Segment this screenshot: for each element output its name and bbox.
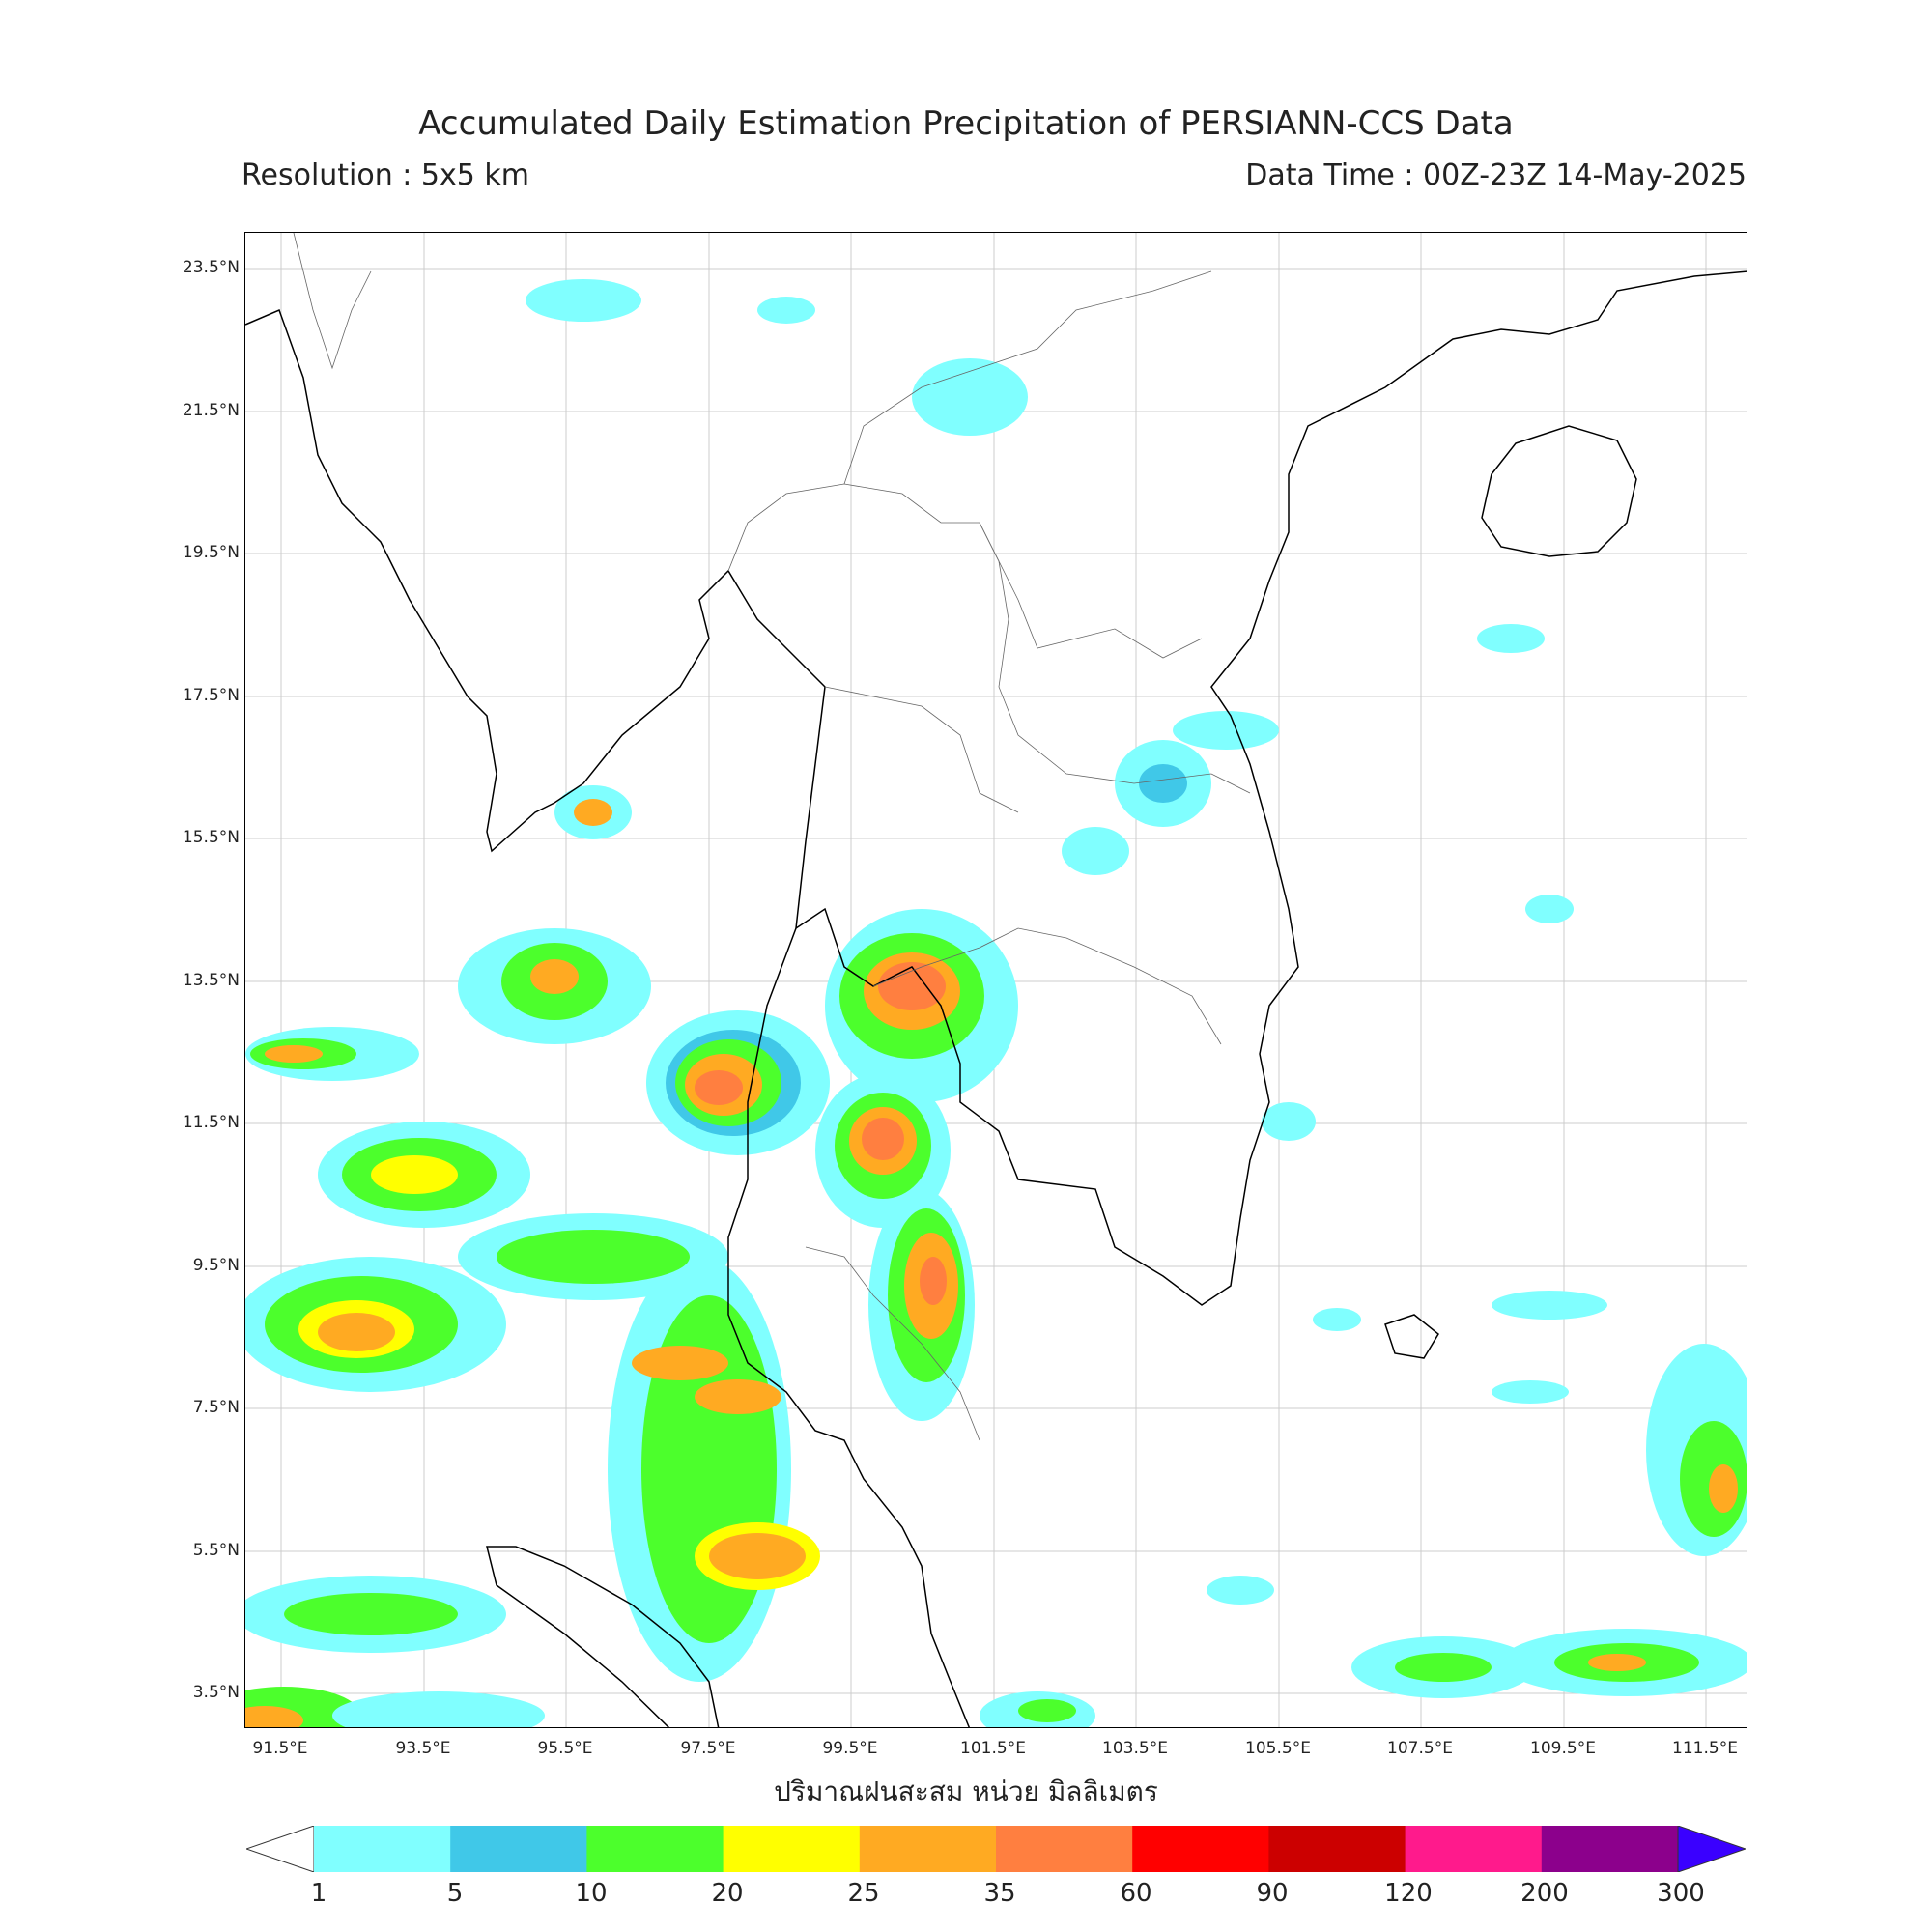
- lon-tick: 93.5°E: [395, 1739, 451, 1758]
- lat-tick: 3.5°N: [192, 1683, 240, 1702]
- colorbar-level: 25: [847, 1879, 880, 1908]
- precipitation-map[interactable]: [244, 232, 1747, 1728]
- colorbar-level: 20: [711, 1879, 744, 1908]
- lon-tick: 107.5°E: [1387, 1739, 1453, 1758]
- lon-tick: 97.5°E: [680, 1739, 736, 1758]
- lon-tick: 91.5°E: [252, 1739, 308, 1758]
- colorbar-level: 300: [1657, 1879, 1705, 1908]
- unit-label: ปริมาณฝนสะสม หน่วย มิลลิเมตร: [774, 1776, 1158, 1807]
- lon-tick: 105.5°E: [1245, 1739, 1311, 1758]
- data-time-label: Data Time : 00Z-23Z 14-May-2025: [1245, 158, 1747, 192]
- colorbar: [246, 1826, 1746, 1872]
- colorbar-level: 60: [1120, 1879, 1152, 1908]
- lat-tick: 11.5°N: [182, 1113, 240, 1132]
- colorbar-segment: [996, 1826, 1133, 1872]
- colorbar-segment: [859, 1826, 997, 1872]
- admin-borders: [293, 233, 1251, 1441]
- lat-tick: 17.5°N: [182, 686, 240, 705]
- resolution-label: Resolution : 5x5 km: [242, 158, 529, 192]
- colorbar-over-arrow: [1677, 1826, 1746, 1872]
- colorbar-segment: [723, 1826, 861, 1872]
- colorbar-level: 90: [1256, 1879, 1289, 1908]
- colorbar-level: 10: [575, 1879, 608, 1908]
- lat-tick: 15.5°N: [182, 828, 240, 847]
- colorbar-level: 120: [1384, 1879, 1433, 1908]
- lon-tick: 103.5°E: [1102, 1739, 1168, 1758]
- colorbar-under-arrow: [246, 1826, 315, 1872]
- colorbar-level: 1: [310, 1879, 327, 1908]
- lon-tick: 101.5°E: [960, 1739, 1026, 1758]
- map-title: Accumulated Daily Estimation Precipitati…: [418, 104, 1514, 143]
- lon-tick: 99.5°E: [822, 1739, 878, 1758]
- lon-tick: 95.5°E: [537, 1739, 593, 1758]
- colorbar-segment: [1132, 1826, 1269, 1872]
- colorbar-segment: [314, 1826, 451, 1872]
- map-canvas: [245, 233, 1747, 1727]
- lat-tick: 7.5°N: [192, 1398, 240, 1417]
- colorbar-segment: [1268, 1826, 1406, 1872]
- coastlines: [245, 270, 1747, 1727]
- colorbar-segment: [1541, 1826, 1679, 1872]
- colorbar-level: 35: [983, 1879, 1016, 1908]
- colorbar-segment: [450, 1826, 587, 1872]
- colorbar-level: 200: [1520, 1879, 1569, 1908]
- lon-tick: 111.5°E: [1672, 1739, 1738, 1758]
- lat-tick: 23.5°N: [182, 258, 240, 277]
- lat-tick: 21.5°N: [182, 401, 240, 420]
- lat-tick: 19.5°N: [182, 543, 240, 562]
- rain-field: [245, 279, 1747, 1727]
- lat-tick: 13.5°N: [182, 971, 240, 990]
- lat-tick: 5.5°N: [192, 1541, 240, 1560]
- lon-tick: 109.5°E: [1530, 1739, 1596, 1758]
- colorbar-segment: [586, 1826, 724, 1872]
- colorbar-level: 5: [446, 1879, 464, 1908]
- lat-tick: 9.5°N: [192, 1256, 240, 1275]
- colorbar-segment: [1405, 1826, 1543, 1872]
